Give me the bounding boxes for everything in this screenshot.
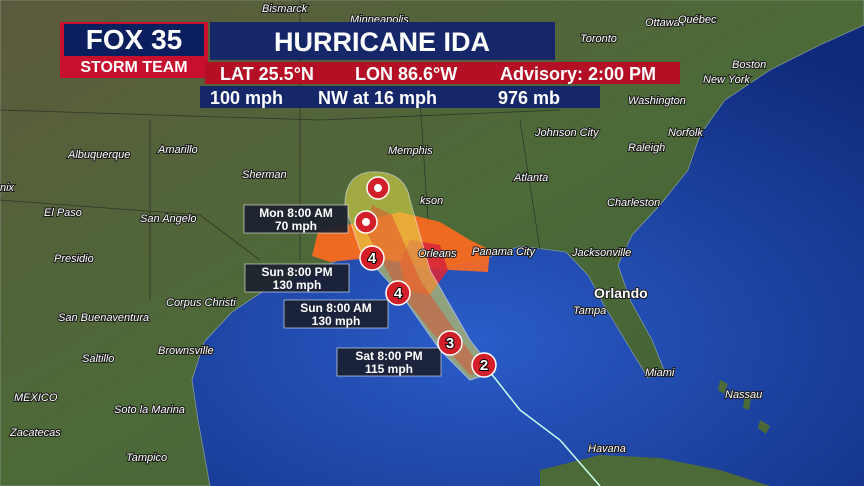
city-label: Presidio: [54, 253, 94, 265]
city-label: Panama City: [472, 246, 536, 258]
title-bar: [210, 22, 555, 60]
forecast-time: Sun 8:00 AM: [300, 301, 372, 315]
movement: NW at 16 mph: [318, 88, 437, 108]
city-label: El Paso: [44, 207, 82, 219]
city-label: Miami: [645, 367, 675, 379]
logo: FOX 35: [86, 24, 182, 55]
storm-category: 4: [368, 250, 377, 267]
city-label: MEXICO: [14, 392, 58, 404]
city-label: Nassau: [725, 389, 762, 401]
city-label: Atlanta: [513, 172, 548, 184]
city-label: Toronto: [580, 33, 617, 45]
cuba: [540, 455, 770, 486]
city-label: Soto la Marina: [114, 404, 185, 416]
city-label: Brownsville: [158, 345, 214, 357]
storm-category: 4: [394, 285, 403, 302]
city-label: Bismarck: [262, 3, 308, 15]
city-label: Corpus Christi: [166, 297, 236, 309]
city-label: Johnson City: [534, 127, 600, 139]
city-label: Norfolk: [668, 127, 703, 139]
city-label: Zacatecas: [9, 427, 61, 439]
city-label: Charleston: [607, 197, 660, 209]
city-label: San Angelo: [140, 213, 196, 225]
bahamas: [718, 380, 770, 434]
storm-eye: [362, 218, 370, 226]
stats-bar: [200, 86, 600, 108]
city-label: Washington: [628, 95, 686, 107]
logo-top: [64, 24, 204, 56]
forecast-wind: 70 mph: [275, 219, 317, 233]
forecast-wind: 115 mph: [365, 362, 413, 376]
track: [489, 371, 601, 486]
forecast-time: Sun 8:00 PM: [261, 265, 332, 279]
city-label: Jacksonville: [571, 247, 631, 259]
city-label: Havana: [588, 443, 626, 455]
city-label: Boston: [732, 59, 766, 71]
city-label: Ottawa: [645, 17, 680, 29]
storm-marker: [385, 280, 411, 306]
city-label: Québec: [678, 14, 717, 26]
city-label: Albuquerque: [67, 149, 130, 161]
city-label: nix: [0, 182, 15, 194]
storm-marker: [359, 245, 385, 271]
storm-category: 2: [480, 357, 488, 374]
pressure: 976 mb: [498, 88, 560, 108]
city-label: Tampa: [573, 305, 606, 317]
lon: LON 86.6°W: [355, 64, 457, 84]
city-label: Orlando: [594, 285, 648, 301]
city-label: Sherman: [242, 169, 287, 181]
forecast-time: Sat 8:00 PM: [355, 349, 422, 363]
forecast-wind: 130 mph: [312, 314, 361, 328]
title: HURRICANE IDA: [274, 27, 490, 57]
city-label: Raleigh: [628, 142, 665, 154]
lat: LAT 25.5°N: [220, 64, 314, 84]
storm-eye: [374, 184, 382, 192]
city-label: San Buenaventura: [58, 312, 149, 324]
forecast-box: [244, 263, 350, 293]
forecast-box: [336, 347, 442, 377]
storm-category: 3: [446, 335, 454, 352]
storm-marker: [437, 330, 463, 356]
forecast-box: [243, 204, 349, 234]
city-label: Orleans: [418, 248, 457, 260]
winds: 100 mph: [210, 88, 283, 108]
city-label: kson: [420, 195, 443, 207]
city-label: New York: [703, 74, 750, 86]
forecast-time: Mon 8:00 AM: [259, 206, 333, 220]
forecast-wind: 130 mph: [273, 278, 322, 292]
storm-marker: [471, 352, 497, 378]
city-label: Memphis: [388, 145, 433, 157]
forecast-box: [283, 299, 389, 329]
city-label: Saltillo: [82, 353, 114, 365]
header: FOX 35 STORM TEAM HURRICANE IDA LAT 25.5…: [60, 22, 680, 108]
advisory-bar: [205, 62, 680, 84]
city-label: Amarillo: [157, 144, 198, 156]
borders: [0, 0, 561, 300]
advisory: Advisory: 2:00 PM: [500, 64, 656, 84]
city-label: Tampico: [126, 452, 167, 464]
logo-sub: STORM TEAM: [80, 59, 187, 76]
